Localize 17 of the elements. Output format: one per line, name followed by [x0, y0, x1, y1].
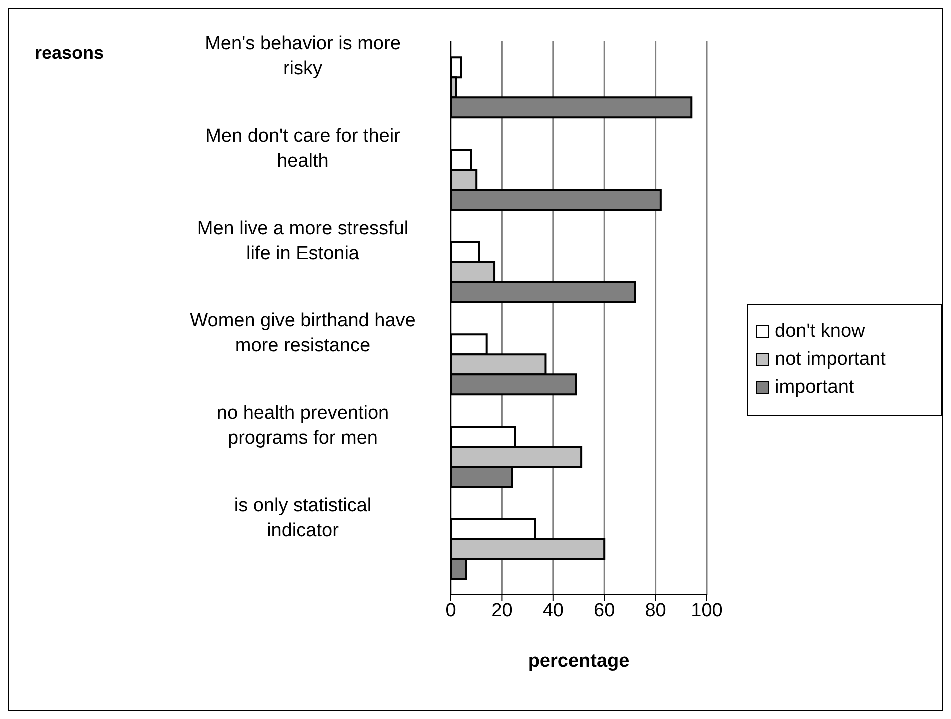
y-axis-title: reasons — [35, 43, 104, 64]
legend-label: not important — [775, 348, 886, 370]
x-axis-title: percentage — [528, 651, 630, 672]
y-tick-label: Men don't care for their health — [206, 126, 402, 172]
x-tick-label: 80 — [645, 600, 666, 622]
y-tick-label: Men's behavior is more risky — [205, 34, 401, 80]
x-tick-label: 40 — [542, 600, 564, 622]
x-tick-label: 60 — [594, 600, 616, 622]
y-tick-label: Men live a more stressful life in Estonia — [197, 218, 409, 264]
legend-label: important — [775, 376, 854, 398]
legend-label: don't know — [775, 320, 866, 342]
x-tick-label: 20 — [492, 600, 513, 622]
x-tick-label: 0 — [446, 600, 456, 622]
x-tick-label: 100 — [691, 600, 723, 622]
y-tick-label: is only statistical indicator — [234, 495, 372, 542]
y-tick-label: Women give birthand have more resistance — [190, 310, 416, 357]
y-tick-label: no health prevention programs for men — [216, 403, 390, 450]
